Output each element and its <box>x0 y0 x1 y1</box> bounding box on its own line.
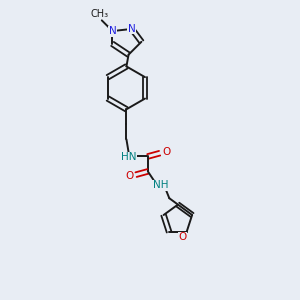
Text: HN: HN <box>121 152 136 163</box>
Text: N: N <box>128 24 136 34</box>
Text: O: O <box>162 147 170 157</box>
Text: O: O <box>178 232 187 242</box>
Text: N: N <box>109 26 116 36</box>
Text: O: O <box>125 171 134 181</box>
Text: CH₃: CH₃ <box>91 9 109 19</box>
Text: NH: NH <box>153 180 169 190</box>
